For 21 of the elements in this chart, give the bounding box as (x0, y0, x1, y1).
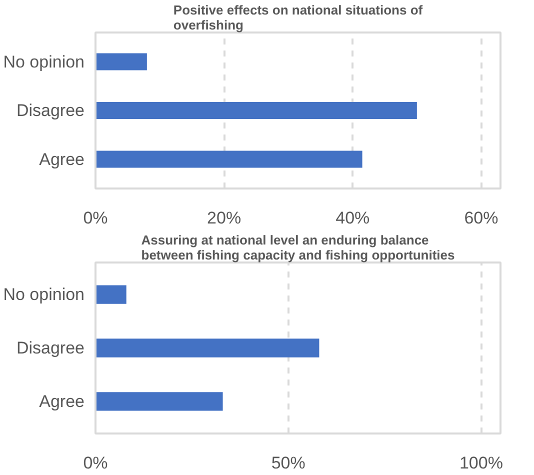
bar (96, 338, 320, 358)
x-tick-label: 20% (207, 208, 242, 228)
x-tick-label: 60% (464, 208, 498, 228)
y-tick-label: No opinion (3, 285, 84, 304)
bar (96, 53, 147, 70)
bar (96, 392, 223, 411)
bar (96, 102, 417, 120)
x-tick-label: 50% (271, 454, 306, 472)
x-tick-label: 0% (83, 208, 108, 228)
bar (96, 150, 362, 168)
y-tick-label: Disagree (16, 101, 85, 120)
y-tick-label: Disagree (16, 338, 85, 358)
y-tick-label: Agree (39, 392, 85, 411)
y-tick-label: No opinion (3, 52, 84, 72)
bar (96, 285, 126, 304)
x-tick-label: 100% (459, 454, 503, 472)
x-tick-label: 0% (83, 454, 108, 472)
x-tick-label: 40% (336, 208, 370, 228)
chart-title: Positive effects on national situations of overfishing (173, 2, 424, 32)
chart-title: Assuring at national level an enduring balance between fishing capacity and fishing opportunities (141, 232, 455, 262)
y-tick-label: Agree (39, 150, 85, 169)
